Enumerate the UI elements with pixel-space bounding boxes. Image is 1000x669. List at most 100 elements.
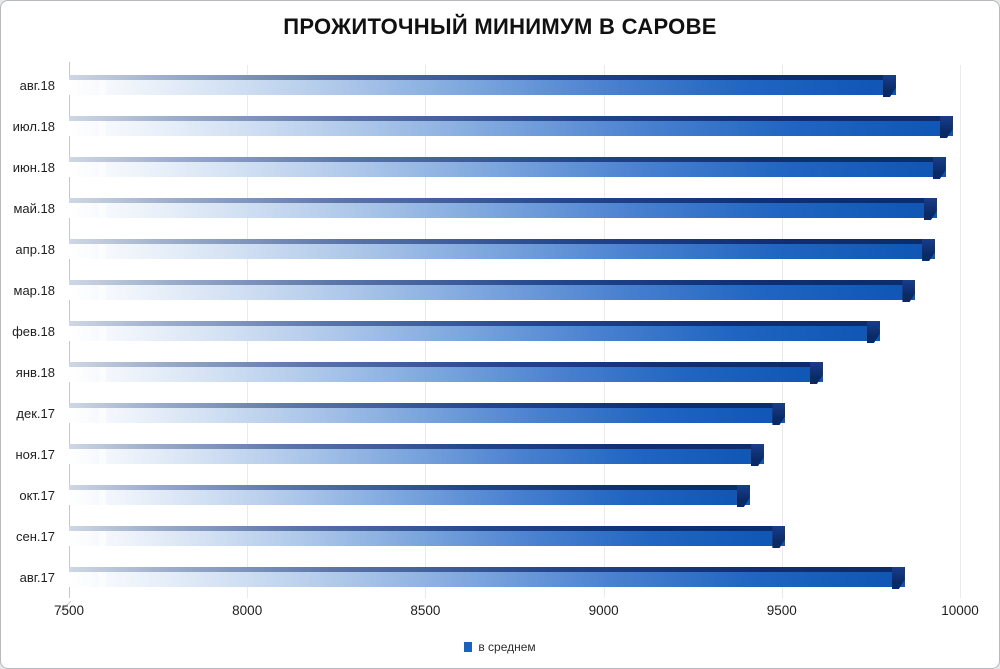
bar-face	[69, 203, 937, 218]
legend: в среднем	[1, 638, 999, 656]
y-category-label: мар.18	[13, 283, 55, 298]
bar-top-edge	[69, 485, 750, 490]
bar-face	[69, 367, 823, 382]
bar-top-edge	[69, 444, 764, 449]
bar-row	[69, 516, 960, 557]
bar-авг.18	[69, 75, 896, 97]
y-category-label: ноя.17	[15, 447, 55, 462]
bar-face	[69, 121, 953, 136]
bar-face	[69, 326, 880, 341]
gridline	[960, 65, 961, 598]
bar-left-highlight	[99, 326, 106, 341]
y-category-label: авг.17	[19, 570, 55, 585]
bar-end-cap	[866, 321, 880, 343]
bar-left-highlight	[99, 408, 106, 423]
bar-end-cap	[932, 157, 946, 179]
bar-row	[69, 557, 960, 598]
bar-face	[69, 449, 764, 464]
y-category-label: фев.18	[12, 324, 55, 339]
bar-row	[69, 352, 960, 393]
y-axis-labels: авг.18 июл.18 июн.18 май.18 апр.18 мар.18 фев.…	[1, 65, 62, 598]
bar-left-highlight	[99, 531, 106, 546]
bar-дек.17	[69, 403, 786, 425]
bar-top-edge	[69, 75, 896, 80]
bar-left-highlight	[99, 367, 106, 382]
x-tick-label: 10000	[941, 603, 979, 618]
bar-face	[69, 80, 896, 95]
bar-row	[69, 147, 960, 188]
bar-top-edge	[69, 526, 786, 531]
bar-май.18	[69, 198, 937, 220]
bar-end-cap	[939, 116, 953, 138]
bar-left-highlight	[99, 203, 106, 218]
bar-row	[69, 106, 960, 147]
y-category-label: июл.18	[12, 119, 55, 134]
bar-end-cap	[772, 403, 786, 425]
bar-row	[69, 311, 960, 352]
bars-layer	[69, 65, 960, 598]
bar-row	[69, 229, 960, 270]
bar-top-edge	[69, 280, 916, 285]
bar-row	[69, 65, 960, 106]
bar-left-highlight	[99, 449, 106, 464]
x-tick-label: 9000	[588, 603, 619, 618]
bar-top-edge	[69, 116, 953, 121]
bar-top-edge	[69, 567, 905, 572]
x-tick-label: 7500	[53, 603, 85, 618]
bar-left-highlight	[99, 162, 106, 177]
bar-end-cap	[902, 280, 916, 302]
legend-label: в среднем	[478, 640, 536, 654]
chart-title: ПРОЖИТОЧНЫЙ МИНИМУМ В САРОВЕ	[283, 14, 717, 39]
bar-июн.18	[69, 157, 946, 179]
x-axis-labels: 7500 8000 8500 9000 9500 10000	[54, 603, 979, 623]
bar-row	[69, 475, 960, 516]
bar-left-highlight	[99, 80, 106, 95]
bar-end-cap	[772, 526, 786, 548]
bar-сен.17	[69, 526, 786, 548]
plot-area	[59, 62, 961, 613]
y-category-label: апр.18	[15, 242, 55, 257]
bar-фев.18	[69, 321, 880, 343]
bar-left-highlight	[99, 490, 106, 505]
bar-row	[69, 393, 960, 434]
bar-left-highlight	[99, 244, 106, 259]
bar-end-cap	[736, 485, 750, 507]
bar-end-cap	[750, 444, 764, 466]
bar-end-cap	[923, 198, 937, 220]
bar-face	[69, 572, 905, 587]
bar-top-edge	[69, 239, 936, 244]
y-category-label: сен.17	[16, 529, 55, 544]
bar-top-edge	[69, 362, 823, 367]
bar-авг.17	[69, 567, 905, 589]
bar-end-cap	[922, 239, 936, 261]
bar-янв.18	[69, 362, 823, 384]
bar-row	[69, 188, 960, 229]
bar-top-edge	[69, 403, 786, 408]
bar-row	[69, 270, 960, 311]
y-category-label: окт.17	[19, 488, 55, 503]
bar-ноя.17	[69, 444, 764, 466]
bar-end-cap	[882, 75, 896, 97]
y-category-label: июн.18	[12, 160, 55, 175]
bar-row	[69, 434, 960, 475]
bar-face	[69, 244, 936, 259]
y-category-label: авг.18	[19, 78, 55, 93]
y-category-label: янв.18	[15, 365, 55, 380]
bar-end-cap	[809, 362, 823, 384]
bar-top-edge	[69, 198, 937, 203]
x-tick-label: 8000	[232, 603, 263, 618]
bar-face	[69, 285, 916, 300]
bar-мар.18	[69, 280, 916, 302]
bar-top-edge	[69, 157, 946, 162]
bar-face	[69, 162, 946, 177]
bar-end-cap	[891, 567, 905, 589]
y-category-label: май.18	[13, 201, 55, 216]
bar-face	[69, 531, 786, 546]
bar-апр.18	[69, 239, 936, 261]
bar-top-edge	[69, 321, 880, 326]
bar-left-highlight	[99, 121, 106, 136]
bar-окт.17	[69, 485, 750, 507]
y-category-label: дек.17	[16, 406, 55, 421]
x-tick-label: 9500	[766, 603, 797, 618]
bar-left-highlight	[99, 572, 106, 587]
